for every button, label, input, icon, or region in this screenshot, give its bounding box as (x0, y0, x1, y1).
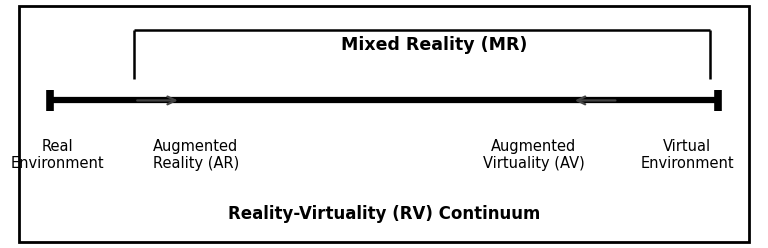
Text: Augmented
Reality (AR): Augmented Reality (AR) (153, 139, 239, 171)
Text: Real
Environment: Real Environment (11, 139, 104, 171)
Text: Reality-Virtuality (RV) Continuum: Reality-Virtuality (RV) Continuum (228, 205, 540, 223)
Text: Mixed Reality (MR): Mixed Reality (MR) (341, 36, 527, 54)
Text: Virtual
Environment: Virtual Environment (641, 139, 734, 171)
Text: Augmented
Virtuality (AV): Augmented Virtuality (AV) (483, 139, 584, 171)
